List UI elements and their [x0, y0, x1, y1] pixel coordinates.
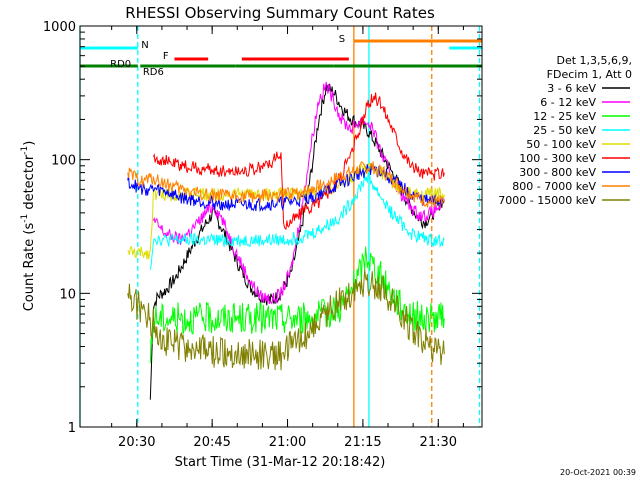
footer-timestamp: 20-Oct-2021 00:39: [560, 468, 636, 477]
x-tick-label-20-30: 20:30: [118, 435, 155, 450]
legend-header-2: FDecim 1, Att 0: [547, 68, 632, 81]
x-tick-label-21-15: 21:15: [344, 435, 381, 450]
y-tick-label-1: 1: [68, 421, 76, 436]
flag-label-f: F: [163, 51, 169, 62]
series-line-100-300-kev: [152, 92, 445, 230]
legend-label-100-300-kev: 100 - 300 keV: [519, 152, 596, 165]
legend-label-300-800-kev: 300 - 800 keV: [519, 166, 596, 179]
legend-label-3-6-kev: 3 - 6 keV: [547, 82, 596, 95]
y-axis-label-main: Count Rate (s: [22, 223, 37, 312]
y-ticks: 1 10 100 1000: [43, 20, 482, 436]
series-line-800-7000-kev: [127, 161, 445, 208]
legend: Det 1,3,5,6,9, FDecim 1, Att 0 3 - 6 keV…: [498, 54, 632, 207]
flag-label-n: N: [141, 40, 148, 51]
plot-content: N F S RD0 RD6: [79, 26, 482, 427]
legend-label-25-50-kev: 25 - 50 keV: [533, 124, 596, 137]
y-axis-label-mid: detector: [22, 154, 37, 214]
x-tick-label-21-00: 21:00: [269, 435, 306, 450]
y-axis-label-sup1: -1: [20, 214, 30, 223]
y-tick-label-100: 100: [51, 154, 76, 169]
plot-frame: [79, 25, 483, 428]
legend-label-7000-15000-kev: 7000 - 15000 keV: [498, 194, 596, 207]
legend-label-800-7000-kev: 800 - 7000 keV: [512, 180, 596, 193]
series-line-7000-15000-kev: [127, 269, 445, 371]
x-ticks: 20:30 20:45 21:00 21:15 21:30: [111, 26, 464, 450]
y-axis-label: Count Rate (s-1 detector-1): [20, 141, 37, 312]
legend-header-1: Det 1,3,5,6,9,: [556, 54, 632, 67]
series-line-25-50-kev: [149, 172, 445, 270]
flag-label-s: S: [339, 34, 345, 45]
y-axis-label-sup2: -1: [20, 146, 30, 155]
legend-label-50-100-kev: 50 - 100 keV: [526, 138, 596, 151]
x-tick-label-20-45: 20:45: [193, 435, 230, 450]
flag-label-rd6: RD6: [143, 67, 164, 78]
legend-label-12-25-kev: 12 - 25 keV: [533, 110, 596, 123]
y-axis-label-end: ): [22, 141, 37, 146]
x-axis-label: Start Time (31-Mar-12 20:18:42): [175, 455, 386, 470]
y-tick-label-1000: 1000: [43, 20, 76, 35]
y-tick-label-10: 10: [59, 287, 76, 302]
flag-label-rd0: RD0: [110, 59, 131, 70]
legend-label-6-12-kev: 6 - 12 keV: [540, 96, 596, 109]
chart-title: RHESSI Observing Summary Count Rates: [125, 4, 435, 22]
x-tick-label-21-30: 21:30: [420, 435, 457, 450]
